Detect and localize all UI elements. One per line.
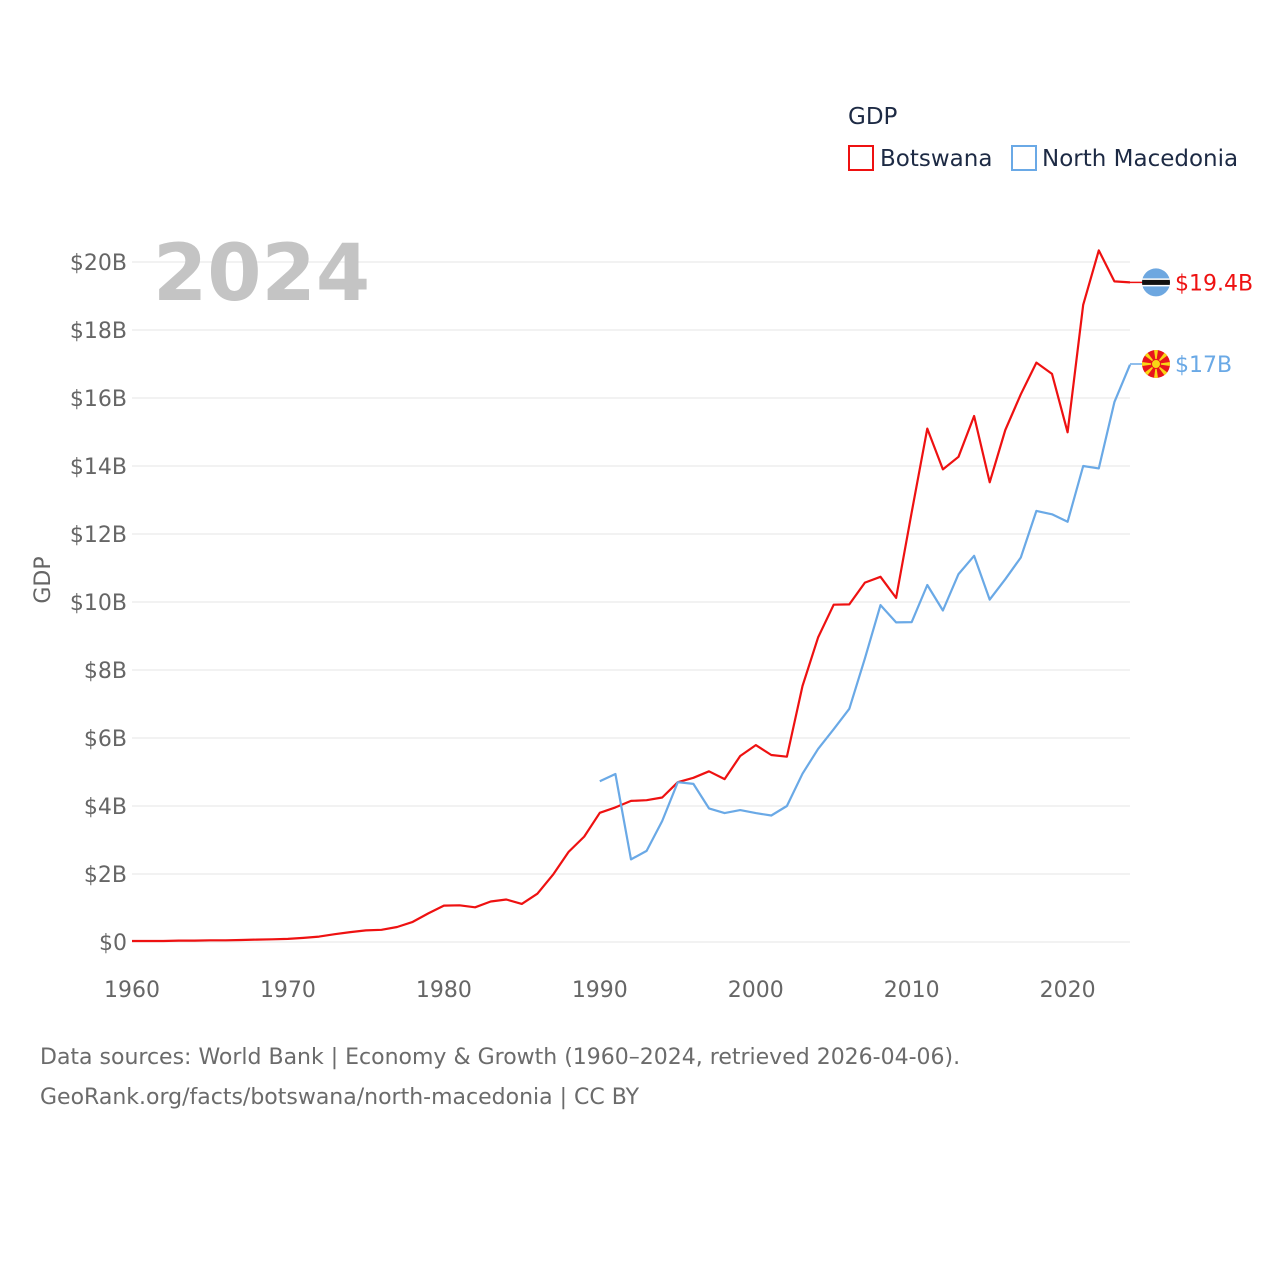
series-line-north-macedonia[interactable] [599,364,1132,861]
legend-item-north-macedonia[interactable]: North Macedonia [1011,145,1238,172]
y-tick-label: $0 [99,931,127,956]
x-tick-label: 1970 [260,978,316,1003]
x-tick-label: 1980 [416,978,472,1003]
y-tick-label: $14B [70,455,127,480]
legend-label-north-macedonia: North Macedonia [1042,146,1238,172]
y-axis-label: GDP [31,556,56,603]
end-markers: $19.4B $17B [1130,268,1253,378]
legend-item-botswana[interactable]: Botswana [848,145,992,172]
y-tick-label: $4B [84,795,127,820]
y-tick-label: $8B [84,659,127,684]
y-tick-label: $6B [84,727,127,752]
y-tick-label: $16B [70,387,127,412]
series-layer [132,249,1132,943]
botswana-flag-icon [1142,268,1170,297]
y-tick-label: $18B [70,319,127,344]
x-tick-label: 2000 [728,978,784,1003]
x-tick-label: 2010 [884,978,940,1003]
y-tick-label: $20B [70,251,127,276]
legend-swatch-botswana [848,145,874,171]
x-tick-label: 1990 [572,978,628,1003]
y-tick-label: $12B [70,523,127,548]
legend-swatch-north-macedonia [1011,145,1037,171]
series-line-botswana[interactable] [132,249,1131,943]
y-tick-label: $10B [70,591,127,616]
y-axis-ticks: $0 $2B $4B $6B $8B $10B $12B $14B $16B $18B $20B [70,251,127,956]
grid-layer [132,261,1130,943]
data-source-note: Data sources: World Bank | Economy & Gro… [40,1045,961,1070]
legend-label-botswana: Botswana [880,146,992,172]
legend[interactable]: GDP Botswana North Macedonia [848,104,1238,172]
y-tick-label: $2B [84,863,127,888]
end-value-label-botswana: $19.4B [1175,271,1253,296]
year-label: 2024 [153,229,370,319]
x-tick-label: 1960 [104,978,160,1003]
legend-title: GDP [848,104,898,130]
source-url[interactable]: GeoRank.org/facts/botswana/north-macedon… [40,1085,640,1110]
x-axis-ticks: 1960 1970 1980 1990 2000 2010 2020 [104,978,1096,1003]
x-tick-label: 2020 [1040,978,1096,1003]
end-value-label-north-macedonia: $17B [1175,353,1232,378]
